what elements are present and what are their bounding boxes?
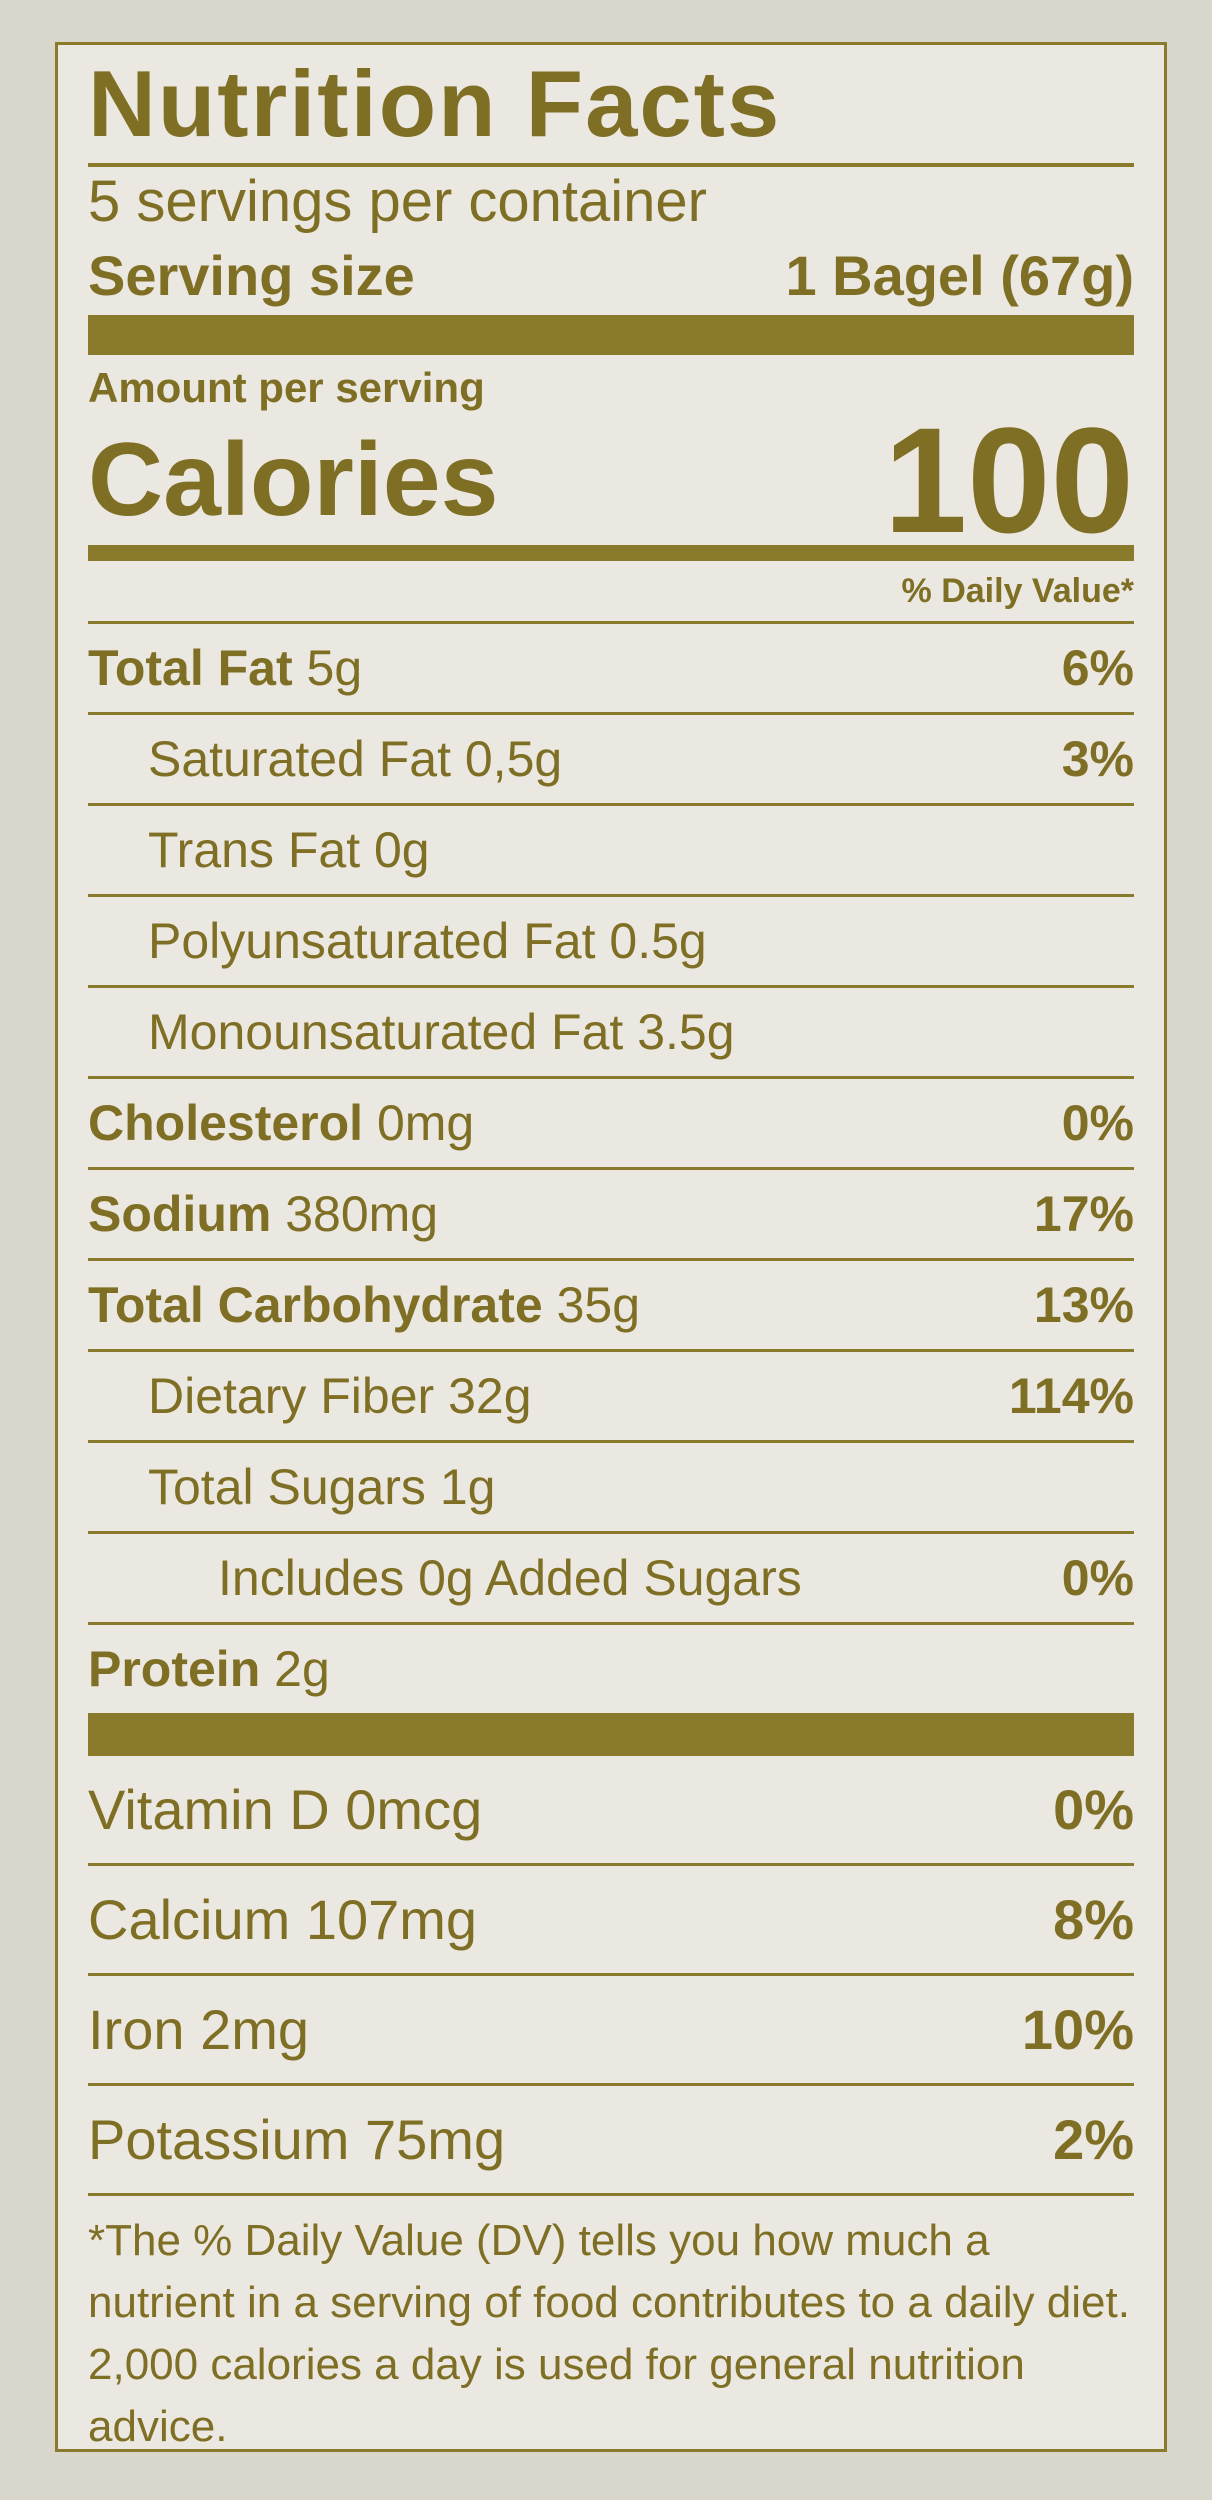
nutrient-name: Sodium — [88, 1186, 272, 1242]
nutrient: Iron 2mg — [88, 1997, 309, 2062]
nutrient-row: Cholesterol 0mg 0% — [88, 1079, 1134, 1170]
daily-value: 3% — [1061, 731, 1134, 787]
nutrient: Trans Fat 0g — [148, 821, 430, 879]
daily-value: 0% — [1053, 1778, 1134, 1841]
nutrient-row: Vitamin D 0mcg 0% — [88, 1756, 1134, 1866]
calories-row: Calories 100 — [88, 396, 1134, 564]
nutrient: Protein 2g — [88, 1640, 330, 1698]
nutrient-row: Calcium 107mg 8% — [88, 1866, 1134, 1976]
nutrient-amount: 0mcg — [345, 1778, 483, 1841]
nutrient: Total Fat 5g — [88, 639, 362, 697]
daily-value: 0% — [1061, 1550, 1134, 1606]
nutrient: Dietary Fiber 32g — [148, 1367, 532, 1425]
nutrient: Total Sugars 1g — [148, 1458, 495, 1516]
nutrient-amount: 5g — [306, 640, 363, 696]
nutrition-label: Nutrition Facts 5 servings per container… — [55, 42, 1167, 2452]
rule — [88, 163, 1134, 167]
nutrient: Polyunsaturated Fat 0.5g — [148, 912, 707, 970]
serving-size-label: Serving size — [88, 244, 415, 307]
nutrient: Monounsaturated Fat 3.5g — [148, 1003, 735, 1061]
nutrient-row: Trans Fat 0g — [88, 806, 1134, 897]
nutrient-amount: 35g — [556, 1277, 641, 1333]
nutrient-name: Trans Fat — [148, 822, 361, 878]
nutrient-name: Polyunsaturated Fat — [148, 913, 596, 969]
nutrient-name: Potassium — [88, 2108, 350, 2171]
daily-value: 6% — [1061, 640, 1134, 696]
daily-value: 8% — [1053, 1888, 1134, 1951]
nutrient: Potassium 75mg — [88, 2107, 505, 2172]
nutrient-name: Saturated Fat — [148, 731, 451, 787]
thick-rule — [88, 315, 1134, 355]
nutrient-name: Monounsaturated Fat — [148, 1004, 624, 1060]
nutrient-row: Includes 0g Added Sugars 0% — [88, 1534, 1134, 1625]
nutrient-amount: 1g — [439, 1459, 496, 1515]
nutrient: Calcium 107mg — [88, 1887, 477, 1952]
nutrients: Total Fat 5g 6% Saturated Fat 0,5g 3% Trans … — [88, 624, 1134, 1716]
nutrient-amount: 32g — [448, 1368, 532, 1424]
daily-value: 17% — [1033, 1186, 1134, 1242]
medium-rule — [88, 545, 1134, 561]
nutrient-amount: 2mg — [200, 1998, 309, 2061]
nutrient-name: Total Sugars — [148, 1459, 426, 1515]
thick-rule — [88, 1716, 1134, 1756]
title: Nutrition Facts — [88, 51, 782, 156]
nutrient: Includes 0g Added Sugars — [218, 1549, 802, 1607]
nutrient-amount: 2g — [274, 1641, 330, 1697]
calories-value: 100 — [883, 395, 1134, 564]
daily-value: 114% — [1008, 1368, 1134, 1424]
nutrient-name: Cholesterol — [88, 1095, 364, 1151]
nutrient-row: Sodium 380mg 17% — [88, 1170, 1134, 1261]
serving-size-value: 1 Bagel (67g) — [785, 244, 1134, 307]
footnote: *The % Daily Value (DV) tells you how mu… — [88, 2216, 1130, 2451]
calories-label: Calories — [88, 421, 499, 538]
nutrient-amount: 75mg — [365, 2108, 506, 2171]
nutrient: Sodium 380mg — [88, 1185, 438, 1243]
nutrient-row: Total Fat 5g 6% — [88, 624, 1134, 715]
daily-value: 2% — [1053, 2108, 1134, 2171]
vitamins: Vitamin D 0mcg 0% Calcium 107mg 8% Iron 2mg 1… — [88, 1756, 1134, 2196]
nutrient: Cholesterol 0mg — [88, 1094, 474, 1152]
nutrient-name: Dietary Fiber — [148, 1368, 435, 1424]
nutrient-name: Total Fat — [88, 640, 293, 696]
nutrient-amount: 107mg — [305, 1888, 478, 1951]
nutrient-row: Iron 2mg 10% — [88, 1976, 1134, 2086]
nutrient-name: Protein — [88, 1641, 261, 1697]
nutrient-row: Total Carbohydrate 35g 13% — [88, 1261, 1134, 1352]
nutrient-row: Total Sugars 1g — [88, 1443, 1134, 1534]
daily-value: 0% — [1061, 1095, 1134, 1151]
nutrient: Total Carbohydrate 35g — [88, 1276, 640, 1334]
nutrient-row: Polyunsaturated Fat 0.5g — [88, 897, 1134, 988]
serving-size: Serving size 1 Bagel (67g) — [88, 237, 1134, 315]
servings: 5 servings per container — [88, 169, 707, 234]
nutrient-amount: 3.5g — [637, 1004, 735, 1060]
nutrient-amount: 380mg — [285, 1186, 439, 1242]
nutrient-name: Vitamin D — [88, 1778, 330, 1841]
amount-per-serving: Amount per serving — [88, 364, 485, 411]
nutrient-amount: 0,5g — [464, 731, 563, 787]
daily-value: 10% — [1021, 1998, 1134, 2061]
nutrient-row: Potassium 75mg 2% — [88, 2086, 1134, 2196]
nutrient: Vitamin D 0mcg — [88, 1777, 482, 1842]
nutrient-name: Calcium — [88, 1888, 291, 1951]
nutrient-row: Saturated Fat 0,5g 3% — [88, 715, 1134, 806]
nutrient-name: Iron — [88, 1998, 185, 2061]
nutrient: Saturated Fat 0,5g — [148, 730, 562, 788]
nutrient-row: Dietary Fiber 32g 114% — [88, 1352, 1134, 1443]
daily-value: 13% — [1033, 1277, 1134, 1333]
nutrient-amount: 0g — [374, 822, 430, 878]
dv-header: % Daily Value* — [88, 561, 1134, 624]
nutrient-amount: 0mg — [376, 1095, 475, 1151]
nutrient-name: Includes 0g Added Sugars — [218, 1550, 802, 1606]
nutrient-amount: 0.5g — [609, 913, 707, 969]
nutrient-row: Protein 2g — [88, 1625, 1134, 1716]
nutrient-row: Monounsaturated Fat 3.5g — [88, 988, 1134, 1079]
nutrient-name: Total Carbohydrate — [88, 1277, 543, 1333]
